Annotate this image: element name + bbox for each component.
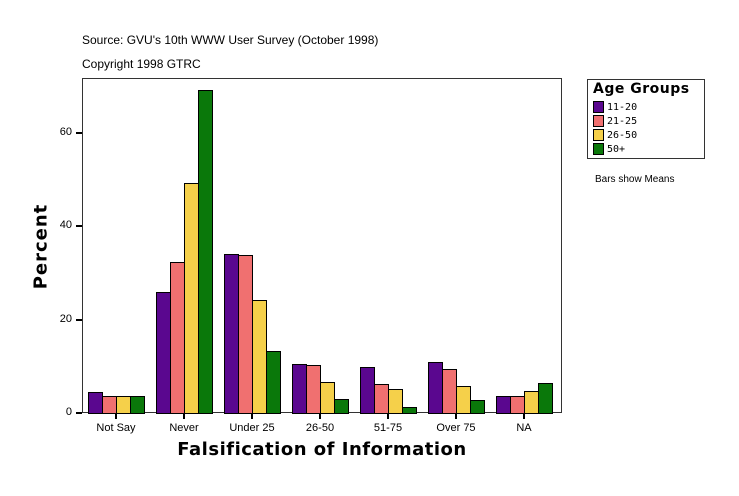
bar-under-25-21-25	[238, 254, 253, 414]
bar-na-50+	[538, 383, 553, 414]
bar-under-25-26-50	[252, 300, 267, 414]
x-tick-label: 51-75	[373, 422, 403, 434]
bar-never-50+	[198, 90, 213, 414]
legend-title: Age Groups	[593, 81, 690, 97]
bar-26-50-21-25	[306, 364, 321, 414]
x-tick-label: 26-50	[305, 422, 335, 434]
legend-swatch	[593, 101, 604, 113]
y-axis-title: Percent	[30, 203, 52, 290]
y-tick-label: 0	[65, 406, 72, 418]
bar-never-21-25	[170, 262, 185, 414]
bars-note: Bars show Means	[595, 174, 675, 185]
bar-not-say-26-50	[116, 396, 131, 414]
x-tick	[523, 413, 525, 419]
legend-swatch	[593, 129, 604, 141]
bar-51-75-11-20	[360, 367, 375, 414]
bar-na-26-50	[524, 391, 539, 414]
x-axis-title: Falsification of Information	[177, 439, 467, 460]
bar-26-50-50+	[334, 398, 349, 414]
bar-26-50-11-20	[292, 363, 307, 414]
source-text: Source: GVU's 10th WWW User Survey (Octo…	[82, 33, 379, 47]
x-tick	[455, 413, 457, 419]
x-tick	[387, 413, 389, 419]
legend-label: 21-25	[607, 115, 638, 127]
plot-area	[82, 78, 562, 413]
bar-never-11-20	[156, 291, 171, 414]
y-tick-label: 60	[59, 125, 72, 138]
legend-item: 11-20	[593, 100, 637, 114]
x-tick	[251, 413, 253, 419]
x-tick	[319, 413, 321, 419]
x-tick-label: Over 75	[436, 422, 476, 434]
bar-under-25-11-20	[224, 254, 239, 414]
x-tick-label: Never	[169, 422, 199, 434]
x-tick-label: Under 25	[229, 422, 275, 434]
x-tick	[183, 413, 185, 419]
legend-item: 26-50	[593, 128, 637, 142]
bar-na-21-25	[510, 396, 525, 414]
bar-na-11-20	[496, 396, 511, 414]
y-tick-label: 40	[59, 219, 72, 231]
x-tick	[115, 413, 117, 419]
bar-over-75-11-20	[428, 362, 443, 414]
legend-label: 26-50	[607, 129, 638, 141]
x-tick-label: Not Say	[96, 422, 136, 434]
bar-under-25-50+	[266, 350, 281, 414]
legend-swatch	[593, 115, 604, 127]
legend-item: 21-25	[593, 114, 637, 128]
bar-51-75-50+	[402, 407, 417, 414]
bar-51-75-26-50	[388, 389, 403, 414]
legend: Age Groups 11-20 21-25 26-50 50+	[587, 79, 705, 159]
legend-label: 11-20	[607, 101, 638, 113]
bar-51-75-21-25	[374, 384, 389, 414]
bar-not-say-21-25	[102, 396, 117, 414]
bar-over-75-26-50	[456, 385, 471, 414]
y-tick	[76, 412, 82, 414]
y-tick	[76, 131, 82, 134]
legend-label: 50+	[607, 143, 626, 155]
bar-not-say-50+	[130, 396, 145, 414]
y-tick	[76, 318, 82, 321]
bar-never-26-50	[184, 183, 199, 414]
bar-26-50-26-50	[320, 382, 335, 414]
legend-swatch	[593, 143, 604, 155]
x-tick-label: NA	[516, 422, 532, 434]
bar-over-75-50+	[470, 399, 485, 414]
y-tick-label: 20	[59, 312, 72, 325]
bar-not-say-11-20	[88, 391, 103, 414]
y-tick	[76, 225, 82, 227]
copyright-text: Copyright 1998 GTRC	[82, 57, 201, 71]
legend-item: 50+	[593, 142, 625, 156]
bar-over-75-21-25	[442, 369, 457, 414]
